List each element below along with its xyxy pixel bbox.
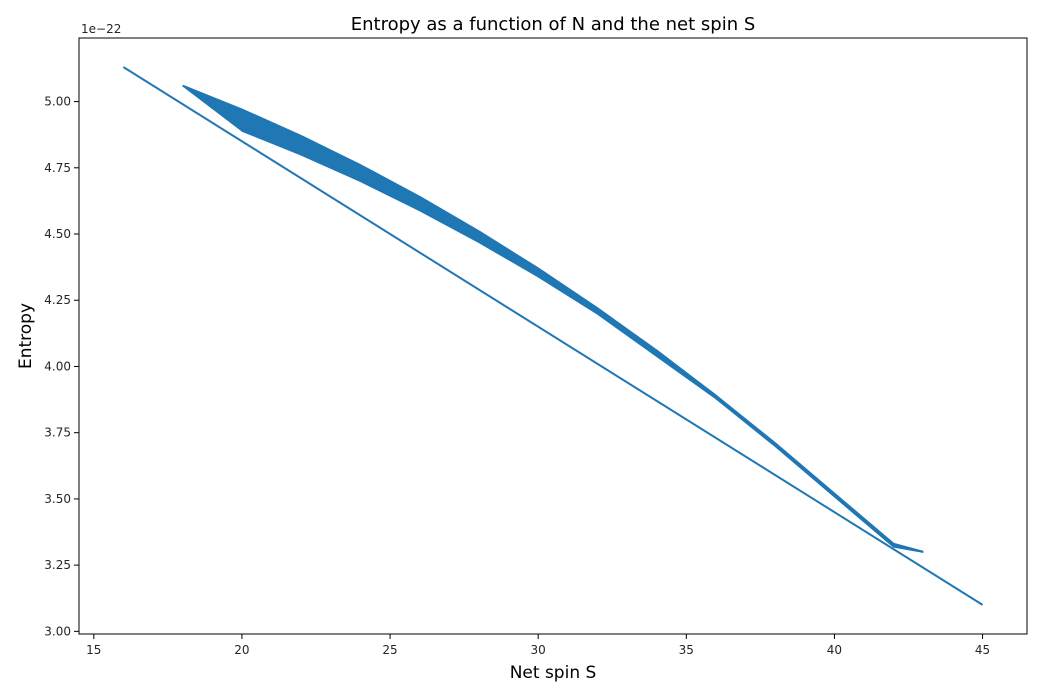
y-tick-label: 5.00: [44, 95, 71, 109]
x-tick-label: 45: [975, 643, 990, 657]
y-tick-label: 4.50: [44, 227, 71, 241]
series-line-2: [182, 84, 924, 553]
y-axis-label: Entropy: [16, 303, 36, 369]
y-tick-label: 3.50: [44, 492, 71, 506]
y-tick-label: 4.00: [44, 359, 71, 373]
y-tick-label: 4.25: [44, 293, 71, 307]
x-tick-label: 30: [531, 643, 546, 657]
y-axis-offset-label: 1e−22: [81, 22, 121, 36]
x-tick-label: 35: [679, 643, 694, 657]
x-tick-label: 15: [86, 643, 101, 657]
y-tick-label: 3.75: [44, 426, 71, 440]
series-layer: [122, 66, 984, 606]
y-tick-label: 4.75: [44, 161, 71, 175]
y-axis-ticks: 3.00 3.25 3.50 3.75 4.00 4.25 4.50 4.75 5.00: [44, 95, 79, 638]
x-axis-label: Net spin S: [510, 663, 597, 683]
y-tick-label: 3.00: [44, 624, 71, 638]
series-line-3: [241, 129, 924, 553]
x-tick-label: 20: [234, 643, 249, 657]
y-tick-label: 3.25: [44, 558, 71, 572]
x-tick-label: 40: [827, 643, 842, 657]
chart-title: Entropy as a function of N and the net s…: [351, 14, 756, 35]
x-tick-label: 25: [382, 643, 397, 657]
x-axis-ticks: 15 20 25 30 35 40 45: [86, 634, 990, 657]
series-line-1: [122, 66, 984, 606]
